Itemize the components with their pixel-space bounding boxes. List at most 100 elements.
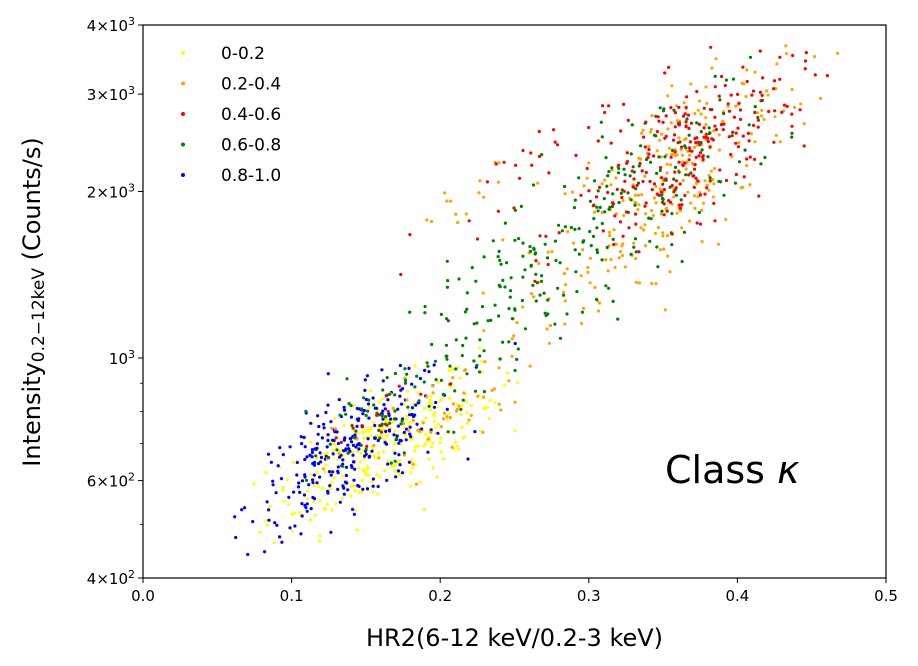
data-point (563, 322, 567, 326)
data-point (516, 347, 520, 351)
data-point (436, 380, 440, 384)
data-point (546, 262, 550, 267)
data-point (573, 198, 577, 202)
data-point (509, 289, 513, 293)
data-point (332, 441, 336, 445)
data-point (747, 123, 751, 127)
data-point (738, 108, 743, 112)
data-point (392, 449, 396, 453)
data-point (363, 378, 367, 382)
data-point (347, 402, 351, 406)
data-point (681, 178, 685, 183)
data-point (634, 187, 638, 191)
data-point (381, 409, 385, 413)
data-point (623, 179, 627, 183)
data-point (302, 435, 306, 440)
data-point (613, 265, 617, 270)
data-point (379, 427, 384, 431)
data-point (727, 109, 732, 113)
data-point (394, 475, 398, 479)
data-point (624, 210, 629, 214)
data-point (439, 312, 443, 316)
data-point (724, 217, 728, 222)
data-point (751, 89, 756, 93)
data-point (693, 163, 697, 167)
data-point (320, 436, 324, 440)
data-point (365, 374, 369, 378)
data-point (405, 372, 409, 376)
data-point (465, 411, 469, 415)
data-point (408, 310, 412, 314)
data-point (757, 194, 761, 198)
data-point (411, 418, 415, 422)
data-point (349, 404, 353, 408)
data-point (685, 117, 689, 121)
data-point (391, 406, 395, 410)
data-point (572, 206, 577, 210)
data-point (542, 291, 546, 295)
data-point (448, 364, 452, 368)
data-point (698, 191, 702, 195)
data-point (405, 389, 409, 393)
data-point (258, 530, 262, 535)
y-axis-ticks: 4×102 6×102 103 2×103 3×103 4×103 (87, 15, 143, 588)
data-point (310, 450, 314, 455)
data-point (647, 216, 651, 220)
data-point (720, 74, 724, 79)
data-point (513, 238, 517, 242)
data-point (389, 417, 393, 421)
data-point (476, 394, 480, 398)
x-tick-label: 0.0 (131, 587, 155, 605)
data-point (608, 234, 612, 238)
data-point (634, 250, 638, 254)
data-point (415, 374, 419, 378)
data-point (350, 440, 354, 444)
data-point (631, 165, 635, 169)
data-point (731, 77, 736, 81)
data-point (460, 354, 464, 358)
data-point (529, 151, 533, 155)
data-point (395, 434, 399, 438)
data-point (300, 479, 305, 483)
data-point (515, 321, 519, 325)
data-point (400, 402, 404, 406)
data-point (606, 190, 610, 195)
data-point (512, 334, 516, 338)
y-axis-title-main: Intensity (18, 362, 46, 466)
data-point (475, 237, 480, 241)
data-point (614, 176, 618, 180)
data-point (339, 440, 343, 444)
data-point (424, 432, 428, 436)
data-point (803, 59, 808, 63)
data-point (632, 177, 636, 181)
data-point (637, 203, 641, 207)
data-point (321, 486, 325, 490)
data-point (655, 171, 659, 175)
data-point (704, 123, 708, 127)
data-point (263, 550, 267, 554)
data-point (384, 394, 388, 398)
data-point (357, 490, 361, 494)
data-point (298, 511, 302, 515)
data-point (417, 399, 421, 403)
data-point (596, 139, 600, 143)
data-point (619, 191, 623, 195)
data-point (393, 459, 397, 463)
data-point (713, 167, 717, 171)
data-point (462, 391, 466, 395)
data-point (710, 108, 714, 112)
data-point (654, 282, 658, 286)
data-point (362, 408, 366, 413)
data-point (756, 118, 761, 122)
data-point (713, 219, 717, 223)
data-point (281, 485, 285, 490)
data-point (657, 119, 661, 123)
data-point (605, 245, 609, 250)
data-point (439, 425, 443, 429)
data-point (601, 229, 605, 233)
data-point (399, 388, 403, 392)
data-point (534, 299, 538, 303)
data-point (609, 183, 613, 187)
data-point (724, 78, 729, 82)
data-point (414, 482, 418, 486)
